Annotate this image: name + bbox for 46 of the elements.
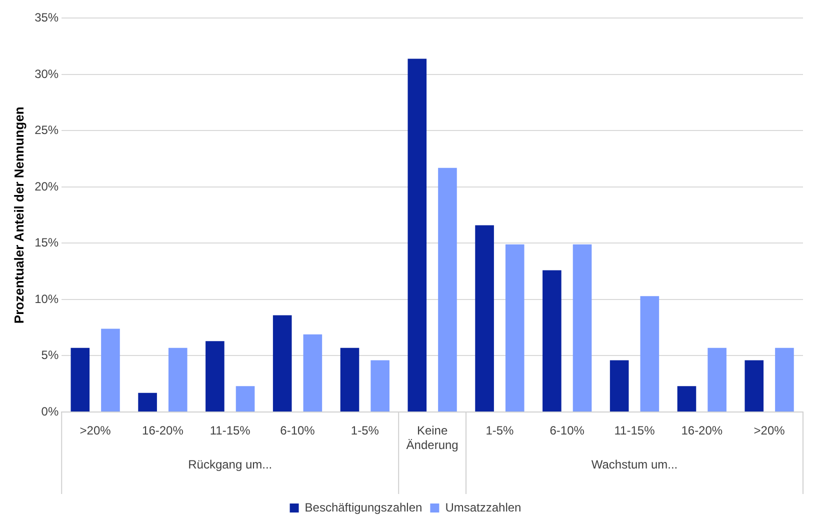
bar	[572, 244, 592, 412]
x-tick-label: 11-15%	[210, 424, 251, 438]
x-tick-label: 1-5%	[350, 424, 380, 438]
bar	[542, 270, 562, 412]
x-tick-label: >20%	[754, 424, 786, 438]
bar	[138, 392, 157, 412]
x-tick-label: >20%	[80, 424, 112, 438]
x-tick-label: 16-20%	[142, 424, 184, 438]
x-tick-label: Keine Änderung	[406, 424, 458, 452]
bar	[775, 348, 794, 412]
y-tick-label: 10%	[34, 292, 59, 306]
bar	[505, 244, 524, 412]
x-tick-label: 16-20%	[681, 424, 723, 438]
bar	[640, 296, 660, 412]
bar	[610, 360, 629, 412]
bar	[744, 360, 764, 412]
y-tick-label: 30%	[34, 66, 59, 81]
legend-label: Umsatzzahlen	[445, 500, 522, 514]
y-tick-label: 20%	[34, 179, 59, 194]
x-tick-label: 6-10%	[280, 424, 316, 438]
bar	[70, 348, 90, 412]
bar	[708, 348, 726, 412]
bar	[101, 328, 120, 412]
text: Wachstum um...	[591, 457, 678, 472]
y-tick-label: 35%	[34, 10, 59, 25]
bar	[206, 341, 224, 412]
bar	[408, 58, 427, 412]
bar	[272, 315, 292, 412]
y-tick-label: 25%	[34, 123, 59, 138]
y-tick-label: 15%	[34, 236, 59, 250]
bar	[438, 168, 457, 412]
bar	[236, 386, 255, 412]
bar	[340, 348, 360, 412]
y-tick-label: 0%	[41, 404, 59, 418]
legend-label: Beschäftigungszahlen	[304, 500, 422, 514]
bar	[475, 225, 494, 412]
bar	[168, 348, 188, 412]
x-tick-label: 6-10%	[550, 424, 585, 438]
y-tick-label: 5%	[41, 348, 59, 362]
bar	[370, 360, 390, 412]
text: Rückgang um...	[188, 457, 272, 472]
x-tick-label: 1-5%	[486, 424, 514, 438]
bar	[677, 386, 696, 412]
x-tick-label: 11-15%	[614, 424, 656, 438]
bar	[303, 334, 322, 412]
y-axis-title: Prozentualer Anteil der Nennungen	[11, 106, 26, 324]
